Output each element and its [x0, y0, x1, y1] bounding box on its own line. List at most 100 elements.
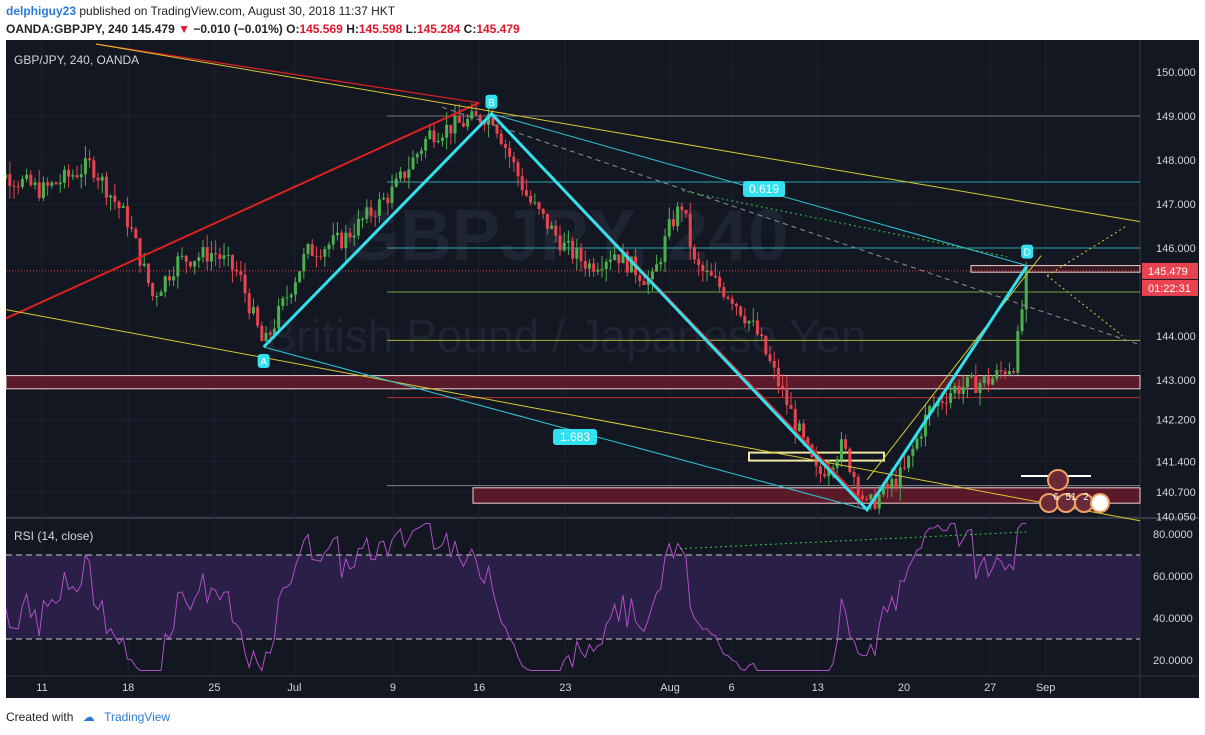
candle-body	[701, 264, 705, 272]
candle-body	[961, 387, 965, 394]
candle-body	[776, 367, 780, 387]
x-tick-label: Sep	[1036, 682, 1056, 694]
point-badge	[1021, 244, 1034, 259]
candle-body	[667, 219, 671, 237]
candle-body	[29, 174, 33, 186]
candle-body	[537, 202, 541, 209]
candle-body	[760, 334, 764, 337]
candle-body	[428, 130, 432, 139]
candle-body	[130, 227, 134, 229]
candle-body	[432, 130, 436, 143]
candle-body	[508, 147, 512, 157]
axes: 11 18 25 Jul 9 16 23 Aug 6 13 20 27 Sep 150.000 149.00…	[36, 67, 1198, 694]
candle-body	[230, 255, 234, 270]
candle-body	[793, 408, 797, 432]
candle-body	[545, 213, 549, 229]
candle-body	[495, 125, 499, 134]
candle-body	[264, 332, 268, 342]
x-tick-label: 6	[729, 682, 735, 694]
x-tick-label: 27	[984, 682, 996, 694]
candle-body	[1007, 371, 1011, 375]
candle-body	[566, 240, 570, 243]
candle-body	[163, 276, 167, 292]
candle-body	[193, 260, 197, 267]
candle-body	[831, 467, 835, 471]
candle-body	[604, 261, 608, 269]
chart-canvas[interactable]: GBPJPY, 240 British Pound / Japanese Yen…	[6, 40, 1199, 698]
candle-body	[197, 257, 201, 261]
candle-body	[974, 375, 978, 394]
candle-body	[403, 171, 407, 178]
candle-body	[16, 186, 20, 188]
zones	[6, 115, 1141, 504]
candle-body	[860, 495, 864, 499]
candle-body	[734, 303, 738, 307]
candle-body	[424, 138, 428, 151]
candle-body	[151, 283, 155, 297]
candle-body	[835, 460, 839, 468]
uk-flag-icon	[1047, 469, 1069, 491]
candle-body	[907, 455, 911, 468]
y-tick-label: 147.000	[1156, 199, 1196, 211]
candle-body	[869, 494, 873, 500]
candle-body	[583, 260, 587, 269]
candle-body	[949, 393, 953, 403]
point-badge	[257, 354, 270, 368]
candle-body	[327, 244, 331, 250]
candle-body	[533, 202, 537, 204]
candle-body	[386, 197, 390, 203]
candle-body	[953, 386, 957, 394]
candle-body	[457, 115, 461, 123]
candle-body	[209, 253, 213, 262]
drawings: A B D 0.619 1.683 6 51 2	[6, 43, 1141, 522]
candle-body	[445, 124, 449, 138]
candle-body	[541, 208, 545, 214]
event-count: 6	[1053, 492, 1059, 503]
candle-body	[747, 321, 751, 324]
candle-body	[344, 232, 348, 249]
watermark-name: British Pound / Japanese Yen	[265, 310, 866, 362]
candle-body	[54, 182, 58, 185]
candle-body	[121, 206, 125, 209]
open-label: O:	[286, 22, 300, 36]
candle-body	[928, 406, 932, 415]
candle-body	[272, 328, 276, 335]
x-tick-label: 11	[36, 682, 47, 694]
y-tick-label: 149.000	[1156, 111, 1196, 123]
candle-body	[155, 296, 159, 298]
candle-body	[461, 122, 465, 127]
candle-body	[33, 182, 37, 186]
candle-body	[12, 185, 16, 187]
candle-body	[600, 268, 604, 270]
projection-up-line	[1046, 225, 1128, 277]
candle-body	[529, 195, 533, 203]
candle-body	[730, 298, 734, 304]
candle-body	[999, 369, 1003, 372]
tradingview-link[interactable]: TradingView	[104, 710, 171, 724]
x-tick-label: 25	[208, 682, 220, 694]
candle-body	[957, 386, 961, 394]
ratio-label: 1.683	[560, 430, 590, 444]
candle-body	[739, 306, 743, 316]
candle-body	[323, 249, 327, 257]
countdown-label: 01:22:31	[1148, 283, 1191, 295]
y-tick-label: 148.000	[1156, 155, 1196, 167]
candle-body	[306, 244, 310, 255]
event-circle-icon	[1090, 493, 1110, 513]
high-label: H:	[346, 22, 359, 36]
candle-body	[722, 287, 726, 297]
candle-body	[940, 401, 944, 403]
candle-body	[856, 477, 860, 496]
candle-body	[894, 478, 898, 488]
author-link[interactable]: delphiguy23	[6, 4, 77, 18]
candle-body	[356, 218, 360, 236]
candle-body	[96, 177, 100, 181]
rsi-y-tick-label: 20.0000	[1153, 655, 1193, 667]
candle-body	[978, 383, 982, 394]
candle-body	[650, 271, 654, 280]
candle-body	[369, 207, 373, 216]
y-tick-label: 142.200	[1156, 415, 1196, 427]
candle-body	[1012, 371, 1016, 373]
candle-body	[138, 238, 142, 266]
symbol-label: OANDA:GBPJPY, 240	[6, 22, 129, 36]
